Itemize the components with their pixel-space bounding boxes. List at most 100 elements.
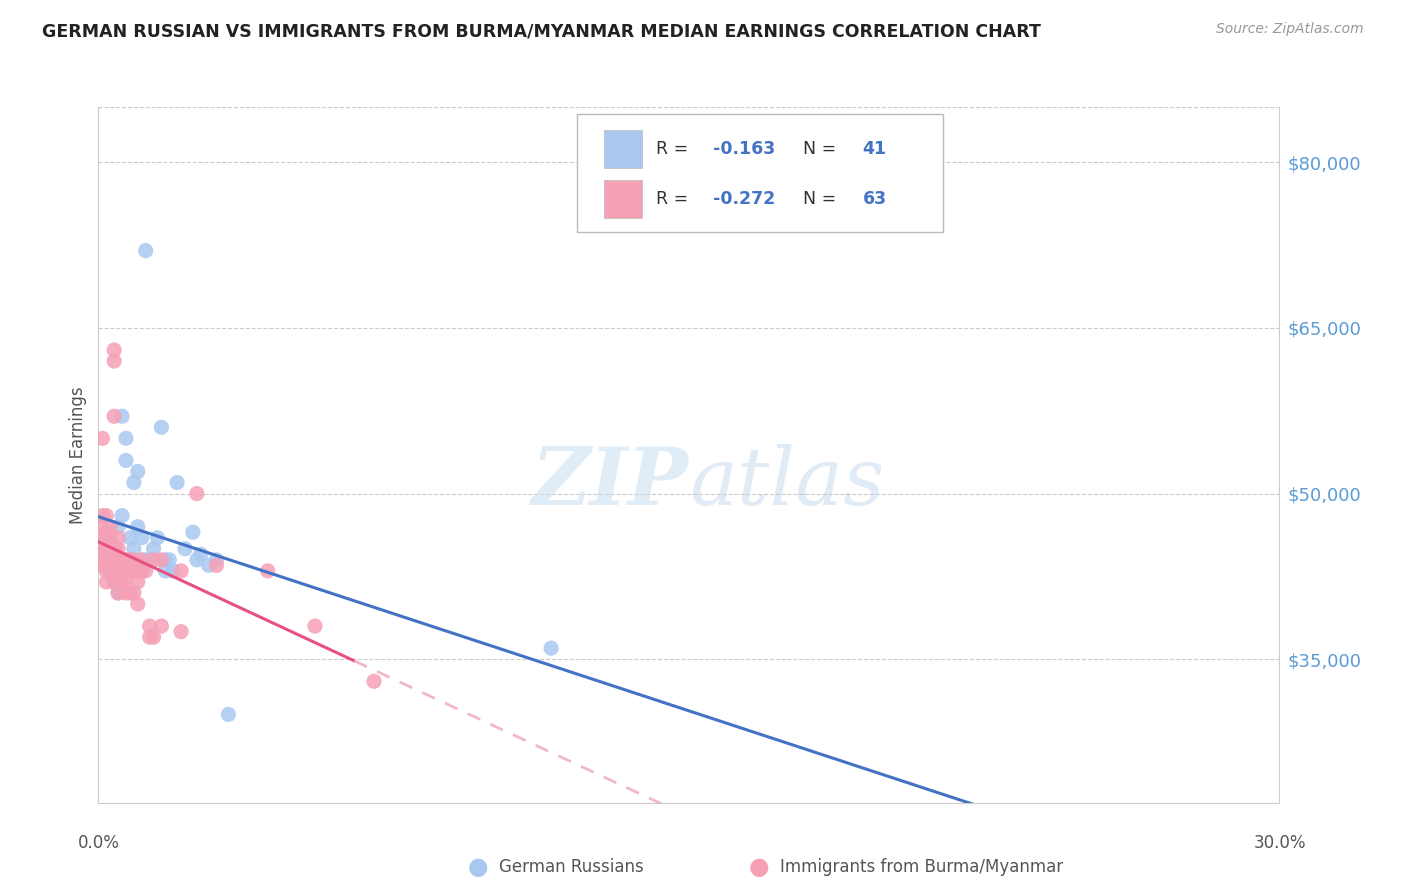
Point (107, 519, 129, 533)
Point (135, 564, 157, 578)
Point (363, 674, 385, 689)
Point (98, 564, 121, 578)
Text: 30.0%: 30.0% (1253, 834, 1306, 852)
Point (186, 486, 208, 500)
Point (127, 574, 149, 589)
Point (127, 519, 149, 533)
Point (150, 619, 173, 633)
Text: -0.272: -0.272 (713, 190, 775, 208)
FancyBboxPatch shape (576, 114, 943, 232)
Point (111, 508, 134, 523)
Point (96, 574, 118, 589)
Point (111, 553, 134, 567)
Bar (605, 129, 641, 168)
Point (174, 541, 197, 556)
Point (138, 553, 160, 567)
Point (127, 465, 149, 479)
Point (142, 630, 165, 644)
Point (111, 569, 134, 583)
Point (115, 586, 138, 600)
Point (122, 541, 145, 556)
Point (170, 564, 193, 578)
Text: German Russians: German Russians (499, 858, 644, 876)
Text: ●: ● (468, 855, 488, 879)
Point (115, 564, 138, 578)
Point (205, 553, 228, 567)
Text: Source: ZipAtlas.com: Source: ZipAtlas.com (1216, 22, 1364, 37)
Point (111, 409, 134, 424)
Point (107, 558, 129, 573)
Point (127, 564, 149, 578)
Point (150, 420, 173, 434)
Point (107, 531, 129, 545)
Point (115, 453, 138, 467)
Point (107, 541, 129, 556)
Point (155, 564, 177, 578)
Point (98, 541, 121, 556)
Y-axis label: Median Earnings: Median Earnings (69, 386, 87, 524)
Point (96, 564, 118, 578)
Point (103, 553, 125, 567)
Point (186, 553, 208, 567)
Point (157, 553, 180, 567)
Point (91, 431, 114, 445)
Point (111, 558, 134, 573)
Point (190, 547, 212, 561)
Point (91, 553, 114, 567)
Point (256, 564, 278, 578)
Point (115, 574, 138, 589)
Point (118, 586, 141, 600)
Point (122, 564, 145, 578)
Point (107, 586, 129, 600)
Point (131, 564, 153, 578)
Text: R =: R = (655, 140, 693, 158)
Point (122, 475, 145, 490)
Point (103, 343, 125, 357)
Point (150, 553, 173, 567)
Point (205, 558, 228, 573)
Point (118, 553, 141, 567)
Point (96, 531, 118, 545)
Point (115, 431, 138, 445)
Point (127, 597, 149, 611)
Point (103, 409, 125, 424)
Point (91, 541, 114, 556)
Text: ●: ● (749, 855, 769, 879)
Point (96, 541, 118, 556)
Point (98, 519, 121, 533)
Point (142, 541, 165, 556)
Point (103, 564, 125, 578)
Point (107, 574, 129, 589)
Point (540, 641, 562, 656)
Point (91, 547, 114, 561)
Point (98, 564, 121, 578)
Point (98, 531, 121, 545)
Point (146, 531, 169, 545)
Point (103, 541, 125, 556)
Point (135, 553, 157, 567)
Point (111, 574, 134, 589)
Point (166, 475, 188, 490)
Text: N =: N = (792, 140, 841, 158)
Point (170, 624, 193, 639)
Point (103, 574, 125, 589)
Text: -0.163: -0.163 (713, 140, 775, 158)
Text: 41: 41 (862, 140, 887, 158)
Point (197, 558, 219, 573)
Point (118, 531, 141, 545)
Point (155, 553, 177, 567)
Point (122, 586, 145, 600)
Point (107, 564, 129, 578)
Text: Immigrants from Burma/Myanmar: Immigrants from Burma/Myanmar (780, 858, 1063, 876)
Point (98, 541, 121, 556)
Text: 63: 63 (862, 190, 887, 208)
Point (107, 586, 129, 600)
Point (217, 707, 239, 722)
Point (91, 519, 114, 533)
Point (162, 564, 184, 578)
Point (138, 630, 160, 644)
Point (122, 553, 145, 567)
Text: GERMAN RUSSIAN VS IMMIGRANTS FROM BURMA/MYANMAR MEDIAN EARNINGS CORRELATION CHAR: GERMAN RUSSIAN VS IMMIGRANTS FROM BURMA/… (42, 22, 1040, 40)
Point (96, 525, 118, 540)
Point (91, 558, 114, 573)
